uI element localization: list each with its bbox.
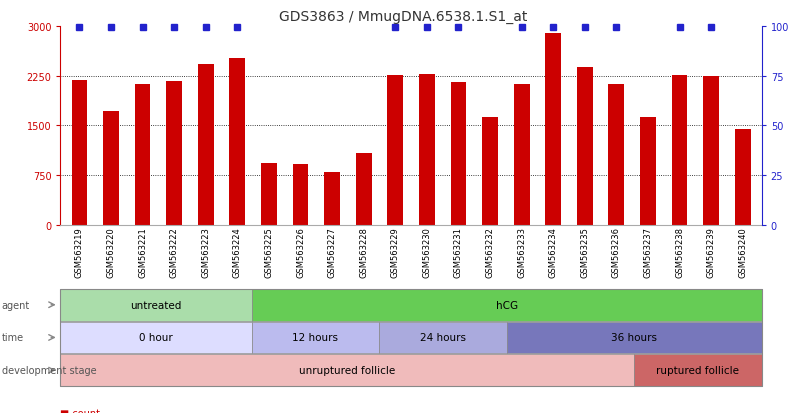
Bar [640, 118, 656, 225]
Text: hCG: hCG [496, 300, 517, 310]
Text: GDS3863 / MmugDNA.6538.1.S1_at: GDS3863 / MmugDNA.6538.1.S1_at [279, 10, 527, 24]
Bar [388, 76, 403, 225]
Bar [293, 164, 309, 225]
Bar [451, 82, 467, 225]
Bar [261, 164, 276, 225]
Text: agent: agent [2, 300, 30, 310]
Text: 12 hours: 12 hours [293, 332, 339, 343]
Text: ruptured follicle: ruptured follicle [656, 365, 739, 375]
Text: 0 hour: 0 hour [139, 332, 173, 343]
Bar [197, 64, 214, 225]
Bar [546, 33, 561, 225]
Bar [671, 76, 688, 225]
Bar [355, 154, 372, 225]
Text: 24 hours: 24 hours [420, 332, 466, 343]
Bar [419, 75, 434, 225]
Text: untreated: untreated [131, 300, 182, 310]
Bar [324, 172, 340, 225]
Bar [609, 84, 625, 225]
Bar [72, 81, 87, 225]
Text: ■ count: ■ count [60, 408, 101, 413]
Text: unruptured follicle: unruptured follicle [299, 365, 396, 375]
Text: 36 hours: 36 hours [611, 332, 657, 343]
Bar [230, 59, 245, 225]
Bar [513, 85, 530, 225]
Text: development stage: development stage [2, 365, 96, 375]
Bar [735, 130, 750, 225]
Bar [103, 112, 118, 225]
Bar [482, 118, 498, 225]
Bar [577, 68, 592, 225]
Bar [166, 82, 182, 225]
Text: time: time [2, 332, 23, 343]
Bar [135, 84, 151, 225]
Bar [703, 76, 719, 225]
